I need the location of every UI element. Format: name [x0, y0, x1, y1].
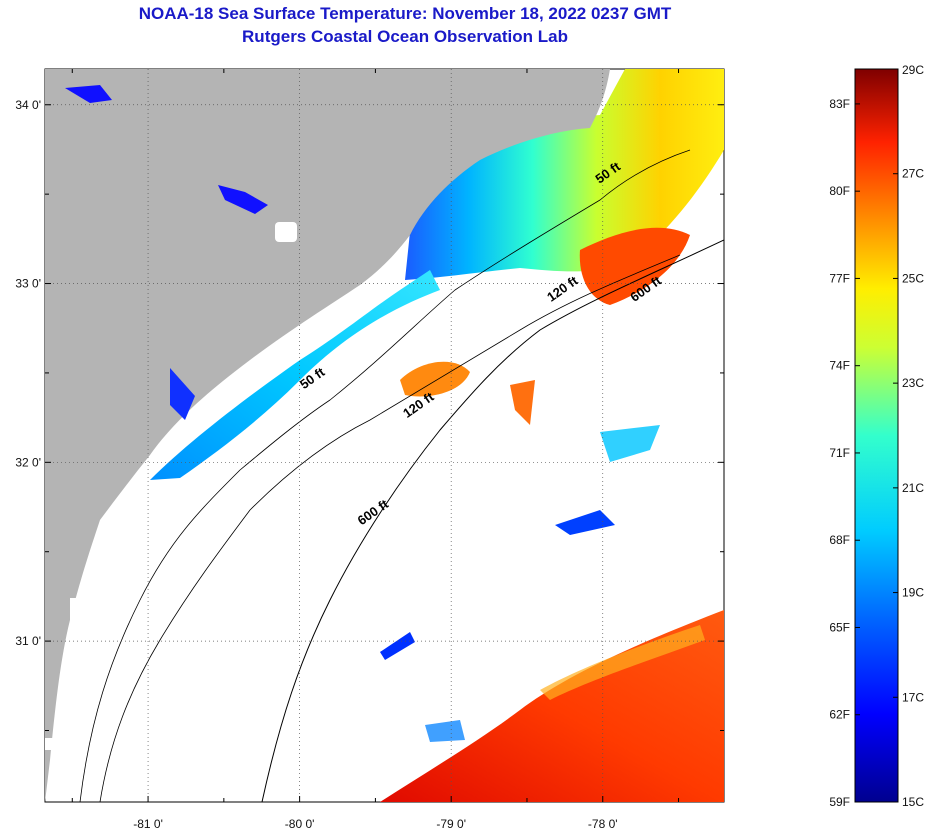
- cold-speck: [425, 720, 465, 742]
- lat-tick-label: 31 0': [15, 634, 41, 648]
- lon-tick-label: -80 0': [285, 817, 315, 831]
- contour-600ft: [261, 239, 724, 802]
- celsius-label: 17C: [902, 690, 924, 704]
- fahrenheit-label: 74F: [829, 359, 850, 373]
- fahrenheit-label: 77F: [829, 271, 850, 285]
- lon-tick-label: -78 0': [588, 817, 618, 831]
- land-area: [45, 69, 610, 802]
- celsius-label: 19C: [902, 586, 924, 600]
- fahrenheit-label: 71F: [829, 446, 850, 460]
- title-line-2: Rutgers Coastal Ocean Observation Lab: [242, 27, 568, 46]
- gulf-stream-cool-edge: [540, 625, 705, 700]
- cold-speck: [600, 425, 660, 462]
- celsius-label: 15C: [902, 795, 924, 809]
- fahrenheit-label: 68F: [829, 533, 850, 547]
- contour-50ft: [79, 149, 691, 802]
- cloud-speck: [45, 738, 70, 750]
- lon-tick-label: -81 0': [133, 817, 163, 831]
- fahrenheit-label: 80F: [829, 184, 850, 198]
- lat-tick-label: 34 0': [15, 98, 41, 112]
- north-warm-water: [405, 69, 724, 280]
- fahrenheit-label: 65F: [829, 620, 850, 634]
- water-speck: [65, 85, 112, 103]
- celsius-label: 23C: [902, 376, 924, 390]
- celsius-label: 21C: [902, 481, 924, 495]
- title-line-1: NOAA-18 Sea Surface Temperature: Novembe…: [138, 4, 672, 23]
- fahrenheit-label: 59F: [829, 795, 850, 809]
- lon-tick-label: -79 0': [436, 817, 466, 831]
- lat-tick-label: 33 0': [15, 277, 41, 291]
- cloud-speck: [70, 598, 82, 688]
- water-speck: [170, 368, 195, 420]
- temperature-colorbar: [854, 68, 899, 803]
- cloud-speck: [275, 222, 297, 242]
- celsius-label: 25C: [902, 271, 924, 285]
- fahrenheit-label: 62F: [829, 708, 850, 722]
- lat-tick-label: 32 0': [15, 455, 41, 469]
- cold-speck: [555, 510, 615, 535]
- celsius-label: 27C: [902, 167, 924, 181]
- nearshore-cold-water: [150, 270, 440, 480]
- celsius-label: 29C: [902, 63, 924, 77]
- colorbar-labels: 29C 27C 25C 23C 21C 19C 17C 15C 83F 80F 77F 74F 71F 6…: [829, 63, 924, 809]
- fahrenheit-label: 83F: [829, 97, 850, 111]
- axis-ticks: -81 0' -80 0' -79 0' -78 0' 34 0' 33 0' 32 0' 3…: [15, 69, 724, 831]
- cold-speck: [380, 632, 415, 660]
- warm-speck: [510, 380, 535, 425]
- water-speck: [218, 185, 268, 214]
